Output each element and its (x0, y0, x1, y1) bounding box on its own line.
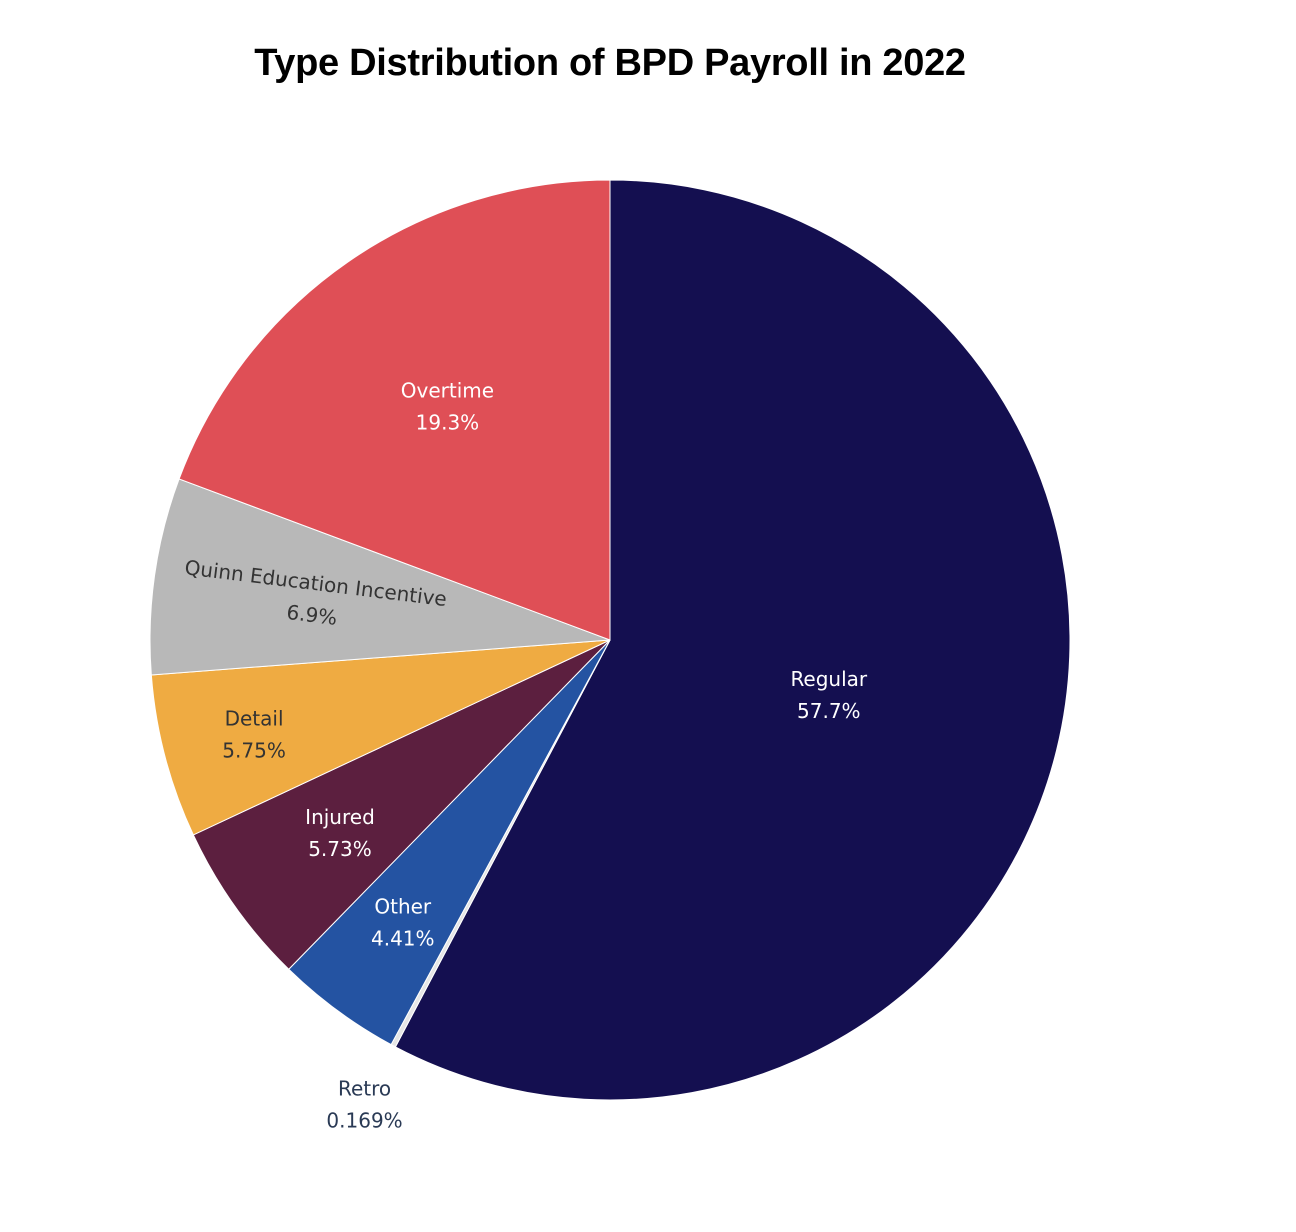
slice-label-regular: Regular 57.7% (790, 667, 867, 723)
slice-name-detail: Detail (225, 706, 284, 730)
slice-name-retro: Retro (338, 1076, 391, 1100)
slice-value-detail: 5.75% (222, 738, 286, 762)
pie-slice-quinn-education-incentive (149, 478, 611, 676)
slice-name-injured: Injured (305, 805, 375, 829)
pie-slice-injured (192, 639, 611, 970)
slice-name-regular: Regular (790, 667, 867, 691)
slice-value-retro: 0.169% (326, 1108, 402, 1132)
slice-label-other: Other 4.41% (371, 895, 435, 951)
pie-slice-regular (394, 179, 1071, 1101)
chart-title: Type Distribution of BPD Payroll in 2022 (254, 42, 966, 84)
slice-value-injured: 5.73% (308, 837, 372, 861)
slice-label-overtime: Overtime 19.3% (401, 379, 494, 435)
slice-value-overtime: 19.3% (416, 411, 480, 435)
pie-slice-overtime (178, 179, 611, 641)
slice-label-retro: Retro 0.169% (326, 1076, 402, 1132)
pie-labels: Regular 57.7% Retro 0.169% Other 4.41% Injured… (183, 379, 867, 1133)
slice-label-injured: Injured 5.73% (305, 805, 375, 861)
slice-label-detail: Detail 5.75% (222, 706, 286, 762)
pie-slices (149, 179, 1071, 1101)
slice-value-regular: 57.7% (797, 699, 861, 723)
slice-name-overtime: Overtime (401, 379, 494, 403)
slice-name-other: Other (374, 895, 432, 919)
slice-value-other: 4.41% (371, 927, 435, 951)
pie-slice-detail (150, 639, 611, 836)
